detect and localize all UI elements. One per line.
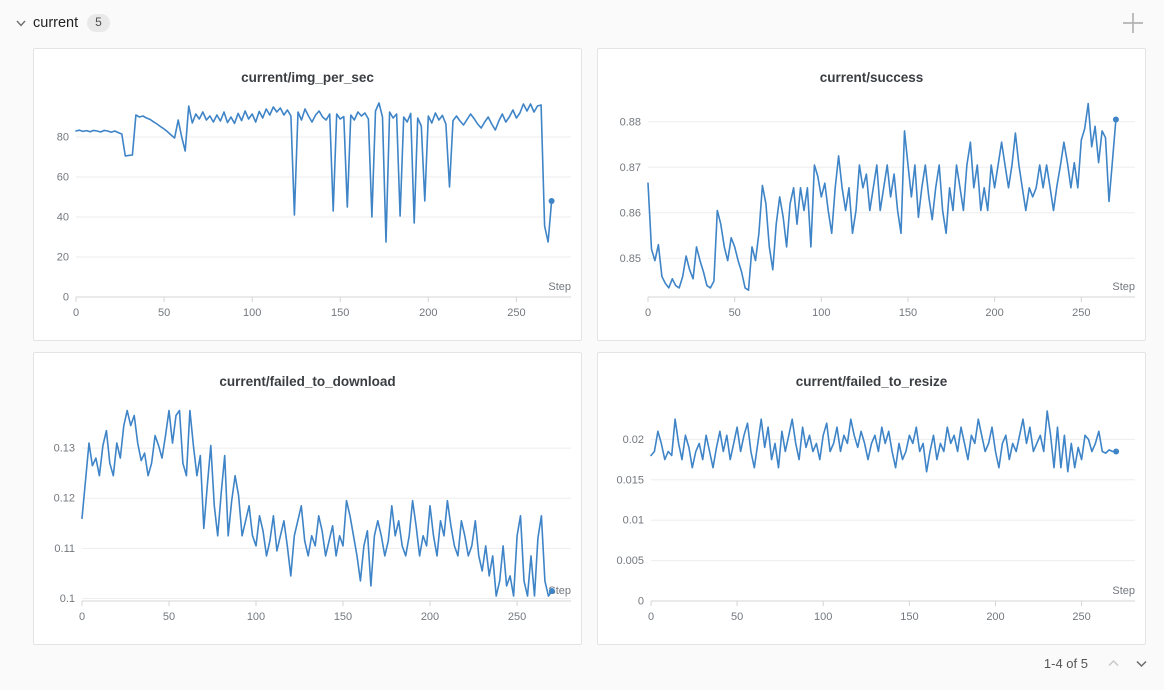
x-tick-label: 150 <box>900 611 918 623</box>
last-point-dot <box>1112 116 1119 123</box>
x-tick-label: 250 <box>508 611 526 623</box>
x-tick-label: 50 <box>163 611 175 623</box>
chart-panel-failed-to-download[interactable]: current/failed_to_download 0.1 0.11 0.12 0.… <box>33 352 582 645</box>
pagination-label: 1-4 of 5 <box>1043 655 1088 671</box>
chart-title: current/img_per_sec <box>241 70 374 85</box>
last-point-dot <box>548 198 555 204</box>
y-tick-label: 80 <box>57 132 69 144</box>
section-collapse-toggle[interactable]: current <box>14 15 78 31</box>
y-tick-label: 40 <box>57 212 69 224</box>
x-tick-label: 250 <box>1072 307 1090 319</box>
x-tick-label: 0 <box>648 611 654 623</box>
y-tick-label: 0.015 <box>616 474 644 486</box>
plus-icon <box>1123 13 1143 33</box>
x-tick-label: 200 <box>419 307 437 319</box>
y-tick-label: 0.02 <box>623 434 644 446</box>
x-axis-title: Step <box>1112 281 1135 293</box>
y-tick-label: 0.85 <box>620 253 641 265</box>
x-tick-label: 100 <box>814 611 832 623</box>
chart-title: current/failed_to_resize <box>795 374 948 389</box>
x-tick-label: 100 <box>247 611 265 623</box>
x-tick-label: 150 <box>334 611 352 623</box>
y-tick-label: 0.12 <box>54 493 75 505</box>
y-tick-label: 20 <box>57 252 69 264</box>
y-tick-label: 0.01 <box>623 515 644 527</box>
chart-canvas[interactable]: 0 20 40 60 80 0 50 100 150 200 250 Step <box>34 95 581 340</box>
chevron-up-icon <box>1107 659 1119 666</box>
x-tick-label: 150 <box>331 307 349 319</box>
series-line <box>81 409 553 597</box>
y-tick-label: 60 <box>57 172 69 184</box>
x-tick-label: 50 <box>729 307 741 319</box>
chevron-down-icon <box>16 20 26 27</box>
chart-canvas[interactable]: 0.1 0.11 0.12 0.13 0 50 100 150 200 250 Step <box>34 399 581 644</box>
y-tick-label: 0.11 <box>54 543 75 555</box>
x-tick-label: 0 <box>73 307 79 319</box>
last-point-dot <box>1113 448 1120 455</box>
y-tick-label: 0.86 <box>620 207 641 219</box>
chart-canvas[interactable]: 0.85 0.86 0.87 0.88 0 50 100 150 200 250 Step <box>598 95 1145 340</box>
prev-page-button[interactable] <box>1104 654 1122 672</box>
y-tick-label: 0.005 <box>616 555 644 567</box>
x-tick-label: 150 <box>899 307 917 319</box>
y-tick-label: 0 <box>63 292 69 304</box>
pagination: 1-4 of 5 <box>1044 654 1150 672</box>
chart-panel-failed-to-resize[interactable]: current/failed_to_resize 0 0.005 0.01 0.015… <box>597 352 1146 645</box>
y-tick-label: 0.87 <box>620 162 641 174</box>
add-panel-button[interactable] <box>1118 8 1148 38</box>
x-tick-label: 200 <box>985 307 1003 319</box>
x-tick-label: 250 <box>507 307 525 319</box>
chart-panel-success[interactable]: current/success 0.85 0.86 0.87 0.88 0 50 100 15… <box>597 48 1146 341</box>
panel-count-badge: 5 <box>87 14 110 32</box>
chart-canvas[interactable]: 0 0.005 0.01 0.015 0.02 0 50 100 150 200 250 Step <box>598 399 1145 644</box>
y-tick-label: 0 <box>638 596 644 608</box>
x-tick-label: 0 <box>645 307 651 319</box>
x-tick-label: 50 <box>158 307 170 319</box>
x-axis-title: Step <box>548 281 571 293</box>
chevron-down-icon <box>1135 660 1147 667</box>
chart-title: current/success <box>819 70 924 85</box>
series-line <box>647 102 1117 291</box>
x-tick-label: 250 <box>1072 611 1090 623</box>
y-tick-label: 0.88 <box>620 116 641 128</box>
x-tick-label: 50 <box>731 611 743 623</box>
chart-title: current/failed_to_download <box>219 374 396 389</box>
x-tick-label: 200 <box>986 611 1004 623</box>
series-line <box>75 102 553 243</box>
series-line <box>650 410 1117 473</box>
section-title: current <box>33 15 79 31</box>
x-tick-label: 0 <box>79 611 85 623</box>
x-tick-label: 200 <box>421 611 439 623</box>
last-point-dot <box>548 588 555 594</box>
y-tick-label: 0.1 <box>60 593 75 605</box>
y-tick-label: 0.13 <box>54 443 75 455</box>
x-axis-title: Step <box>548 585 571 597</box>
section-header: current 5 <box>0 0 1164 46</box>
x-tick-label: 100 <box>812 307 830 319</box>
x-axis-title: Step <box>1112 585 1135 597</box>
chart-panel-img-per-sec[interactable]: current/img_per_sec 0 20 40 60 80 0 50 100 150 20… <box>33 48 582 341</box>
next-page-button[interactable] <box>1132 654 1150 672</box>
x-tick-label: 100 <box>243 307 261 319</box>
panel-grid: current/img_per_sec 0 20 40 60 80 0 50 100 150 20… <box>33 48 1146 645</box>
